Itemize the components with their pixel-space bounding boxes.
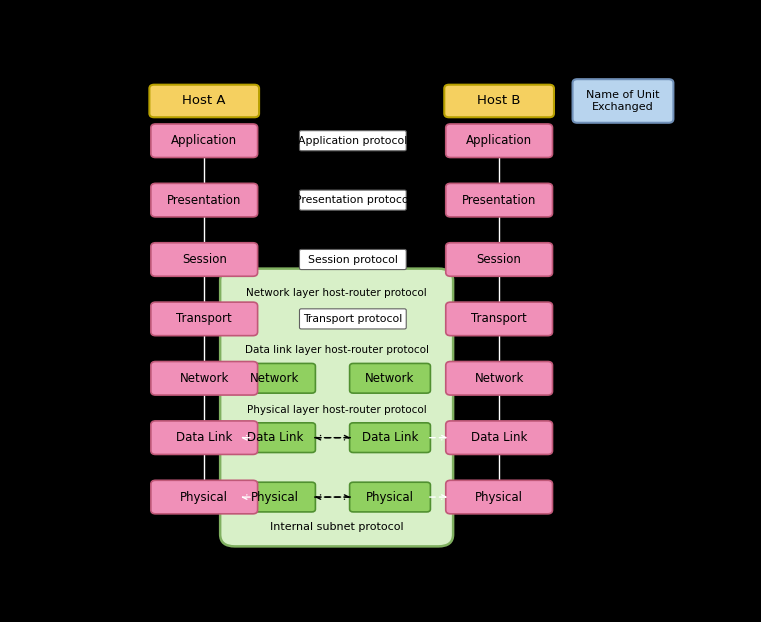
FancyBboxPatch shape <box>446 183 552 217</box>
Text: Data Link: Data Link <box>471 431 527 444</box>
FancyBboxPatch shape <box>151 183 258 217</box>
FancyBboxPatch shape <box>234 423 315 453</box>
Text: Name of Unit
Exchanged: Name of Unit Exchanged <box>586 90 660 112</box>
Text: Data link layer host-router protocol: Data link layer host-router protocol <box>244 345 428 355</box>
Text: Physical: Physical <box>475 491 523 504</box>
FancyBboxPatch shape <box>446 480 552 514</box>
Text: Session: Session <box>182 253 227 266</box>
Text: Presentation: Presentation <box>167 193 241 207</box>
Text: Network layer host-router protocol: Network layer host-router protocol <box>247 287 427 297</box>
FancyBboxPatch shape <box>300 309 406 329</box>
Text: Network: Network <box>474 372 524 385</box>
FancyBboxPatch shape <box>572 79 673 123</box>
Text: Application: Application <box>171 134 237 147</box>
FancyBboxPatch shape <box>151 361 258 395</box>
FancyBboxPatch shape <box>446 243 552 276</box>
FancyBboxPatch shape <box>234 363 315 393</box>
FancyBboxPatch shape <box>220 269 453 546</box>
FancyBboxPatch shape <box>349 482 431 512</box>
FancyBboxPatch shape <box>151 480 258 514</box>
FancyBboxPatch shape <box>151 243 258 276</box>
FancyBboxPatch shape <box>151 124 258 157</box>
Text: Internal subnet protocol: Internal subnet protocol <box>270 522 403 532</box>
Text: Transport: Transport <box>177 312 232 325</box>
Text: Physical: Physical <box>366 491 414 504</box>
FancyBboxPatch shape <box>151 421 258 455</box>
Text: Session protocol: Session protocol <box>308 254 398 264</box>
Text: Data Link: Data Link <box>176 431 232 444</box>
FancyBboxPatch shape <box>300 249 406 269</box>
FancyBboxPatch shape <box>446 124 552 157</box>
Text: Physical: Physical <box>180 491 228 504</box>
FancyBboxPatch shape <box>234 482 315 512</box>
Text: Physical layer host-router protocol: Physical layer host-router protocol <box>247 405 426 415</box>
Text: Session: Session <box>476 253 521 266</box>
Text: Network: Network <box>250 372 300 385</box>
Text: Network: Network <box>180 372 229 385</box>
FancyBboxPatch shape <box>349 423 431 453</box>
Text: Physical: Physical <box>251 491 299 504</box>
Text: Network: Network <box>365 372 415 385</box>
FancyBboxPatch shape <box>300 190 406 210</box>
Text: Host A: Host A <box>183 95 226 108</box>
Text: Application: Application <box>466 134 532 147</box>
FancyBboxPatch shape <box>151 302 258 336</box>
FancyBboxPatch shape <box>446 302 552 336</box>
Text: Presentation protocol: Presentation protocol <box>295 195 411 205</box>
Text: Data Link: Data Link <box>361 431 419 444</box>
Text: Host B: Host B <box>477 95 521 108</box>
FancyBboxPatch shape <box>444 85 554 118</box>
FancyBboxPatch shape <box>349 363 431 393</box>
FancyBboxPatch shape <box>446 361 552 395</box>
FancyBboxPatch shape <box>446 421 552 455</box>
Text: Transport protocol: Transport protocol <box>303 314 403 324</box>
Text: Transport: Transport <box>471 312 527 325</box>
FancyBboxPatch shape <box>300 131 406 151</box>
Text: Presentation: Presentation <box>462 193 537 207</box>
FancyBboxPatch shape <box>149 85 259 118</box>
Text: Data Link: Data Link <box>247 431 303 444</box>
Text: Application protocol: Application protocol <box>298 136 407 146</box>
